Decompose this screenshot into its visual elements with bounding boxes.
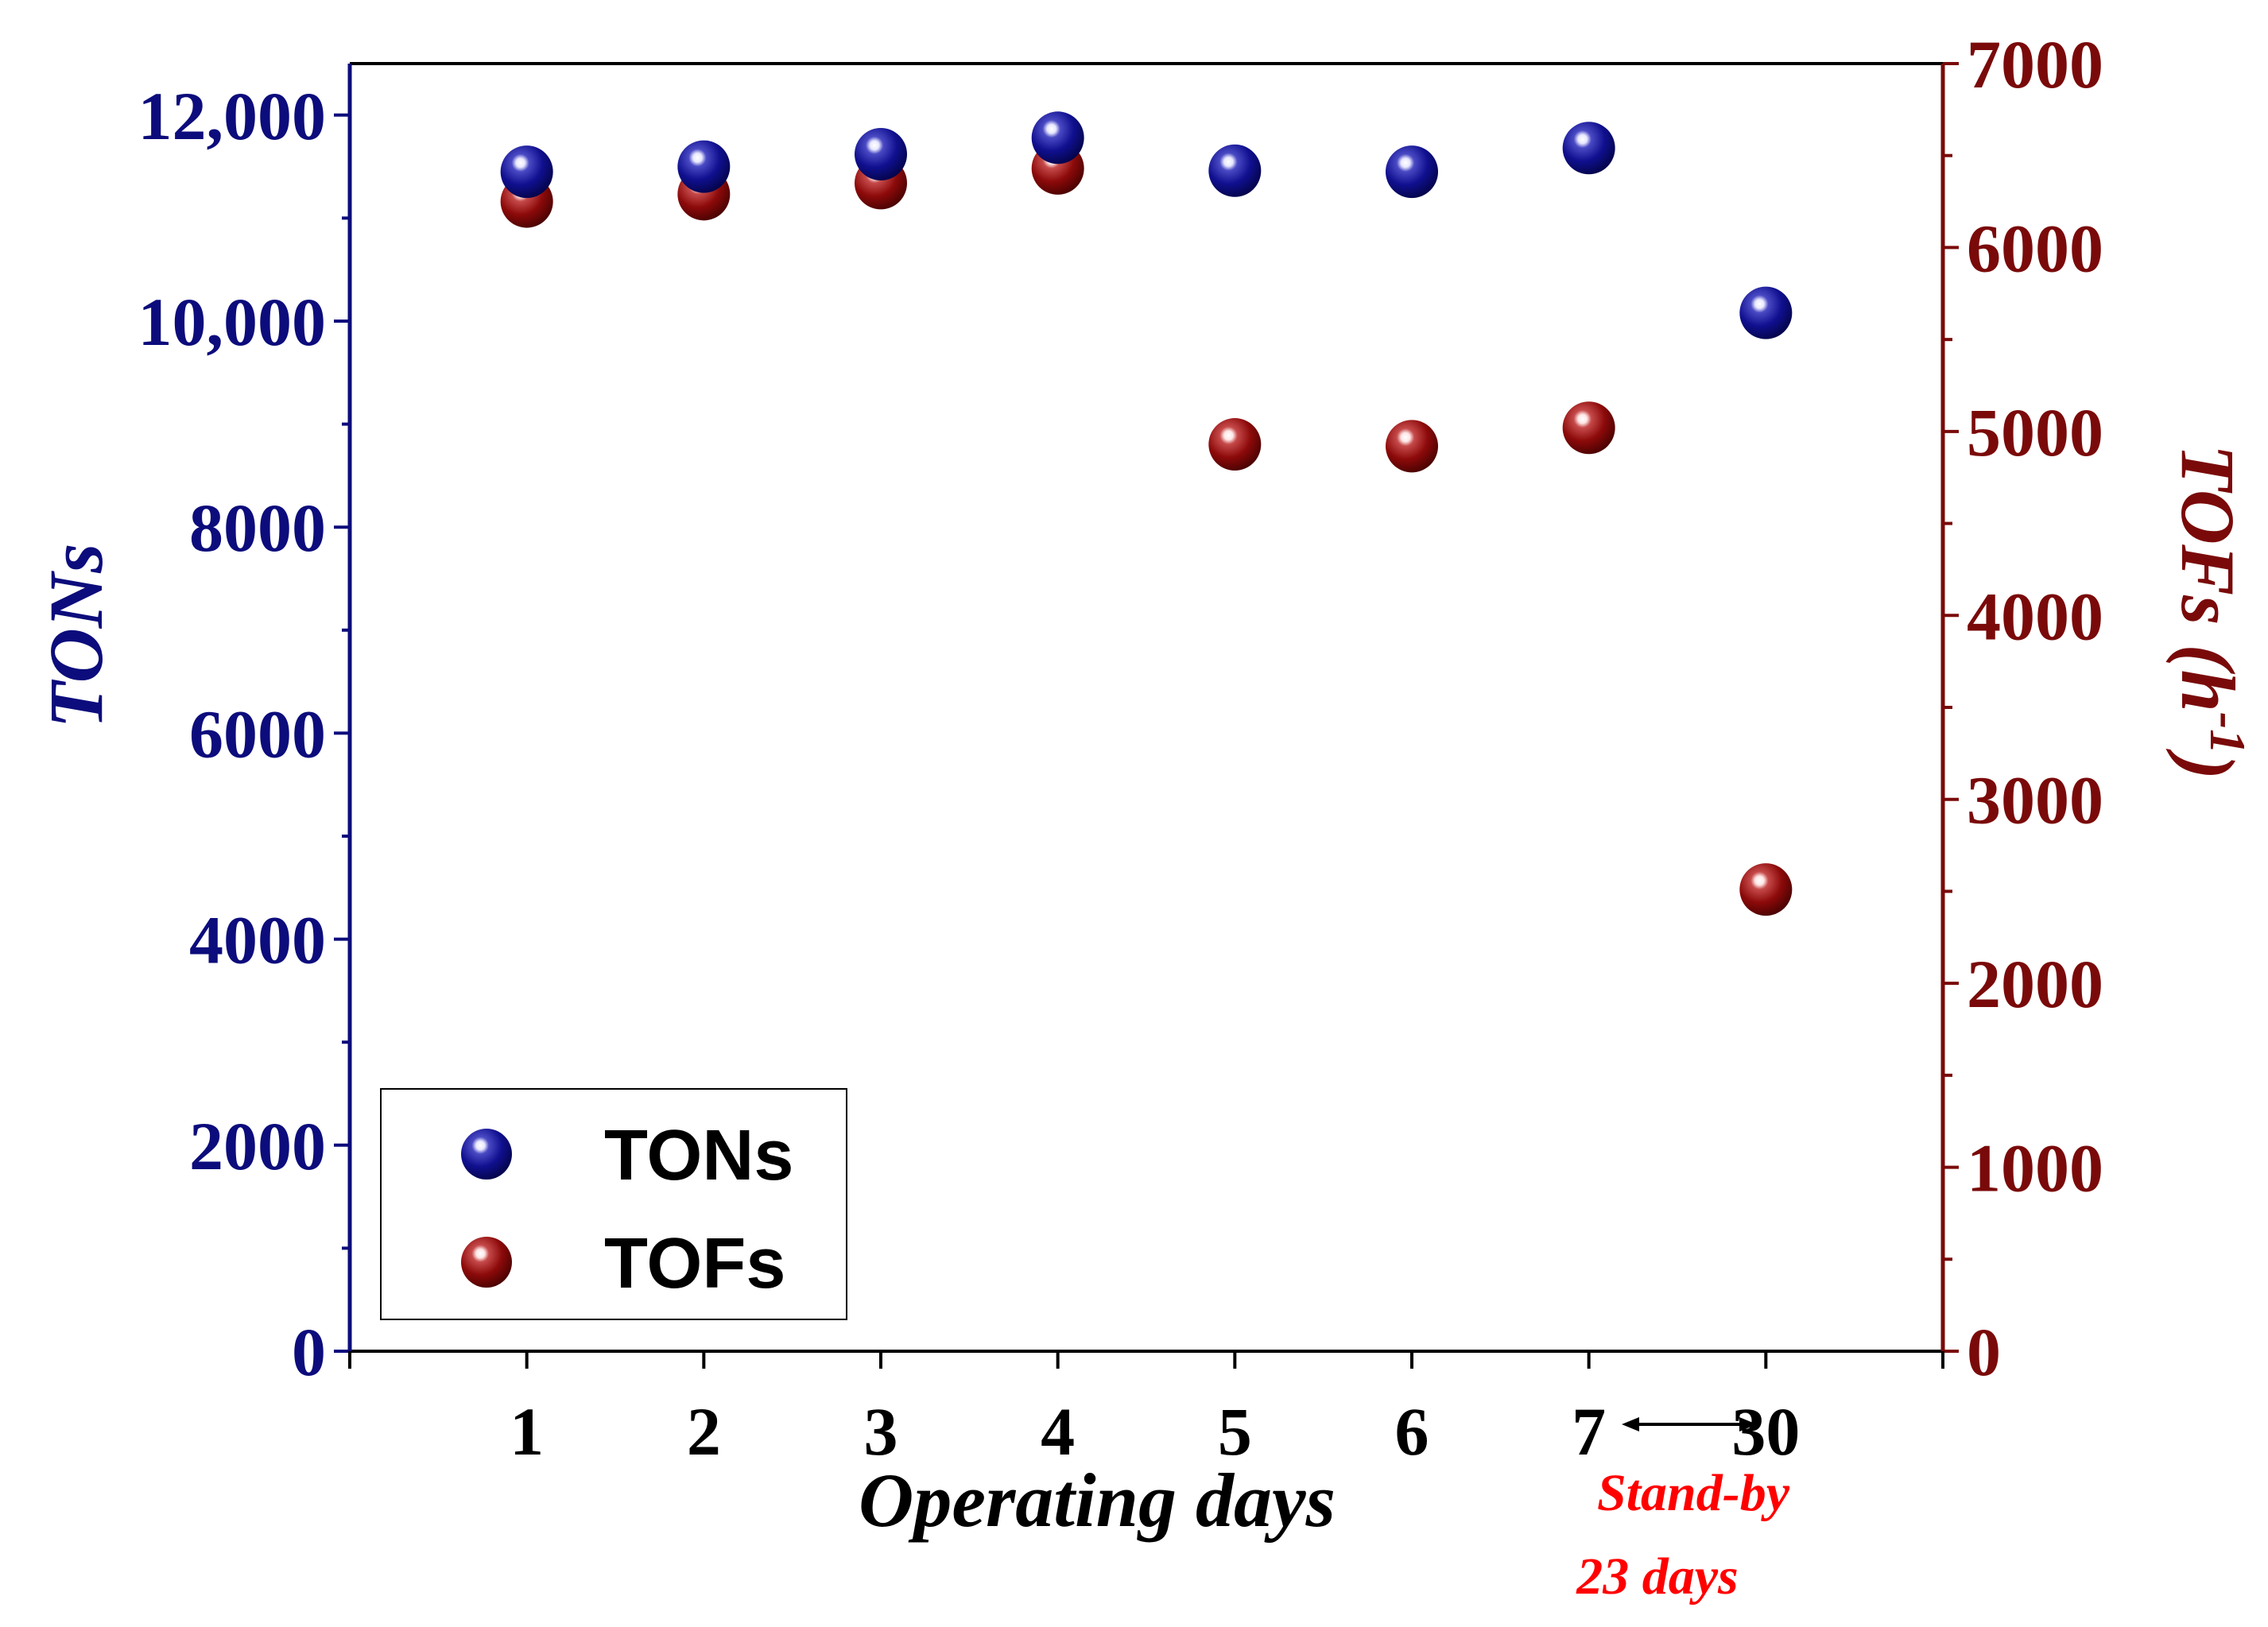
tofs-point-5	[1208, 418, 1262, 471]
legend-label-tons: TONs	[604, 1116, 793, 1195]
x-tick-label-4: 4	[1041, 1393, 1075, 1470]
y-tick-label-1: 2000	[189, 1108, 326, 1184]
x-tick-label-3: 3	[864, 1393, 898, 1470]
y2-axis-label: TOFs (h-1)	[2165, 444, 2256, 780]
x-tick-label-1: 1	[510, 1393, 544, 1470]
tofs-point-7	[1562, 401, 1615, 455]
y2-tick-label-1: 1000	[1967, 1130, 2103, 1207]
tons-point-3	[855, 128, 907, 181]
y2-axis-label-main: TOFs (h	[2165, 444, 2251, 712]
y2-tick-label-3: 3000	[1967, 762, 2103, 839]
tons-point-4	[1031, 111, 1084, 165]
y-axis-label: TONs	[33, 544, 118, 729]
legend-box	[380, 1088, 847, 1320]
y-tick-label-4: 8000	[189, 490, 326, 566]
legend-marker-tons	[461, 1129, 512, 1180]
y2-tick-label-7: 7000	[1967, 26, 2103, 103]
y-tick-label-6: 12,000	[138, 78, 327, 154]
legend-label-tofs: TOFs	[604, 1224, 785, 1304]
marks-layer	[500, 111, 1793, 916]
standby-annotation-line1: Stand-by	[1597, 1464, 1790, 1522]
x-tick-label-2: 2	[687, 1393, 721, 1470]
y2-axis-label-sup: -1	[2200, 712, 2256, 754]
x-tick-label-7: 7	[1572, 1393, 1606, 1470]
y2-tick-label-2: 2000	[1967, 946, 2103, 1022]
x-tick-label-5: 5	[1218, 1393, 1252, 1470]
legend-marker-tofs	[461, 1237, 512, 1288]
y-tick-label-3: 6000	[189, 695, 326, 772]
ticks-layer: 0 2000 4000 6000 8000 10,000 12,000 0 1000 2000 30…	[138, 26, 2104, 1470]
tofs-point-6	[1386, 420, 1438, 473]
x-axis-label: Operating days	[859, 1458, 1336, 1543]
x-tick-label-6: 6	[1395, 1393, 1429, 1470]
double-arrow	[1622, 1417, 1757, 1431]
y2-tick-label-4: 4000	[1967, 578, 2103, 654]
x-tick-label-30: 30	[1731, 1393, 1800, 1470]
y-tick-label-5: 10,000	[138, 284, 327, 360]
tons-point-7	[1562, 122, 1615, 175]
tons-point-1	[500, 145, 553, 199]
y-tick-label-2: 4000	[189, 902, 326, 978]
y2-tick-label-0: 0	[1967, 1314, 2001, 1390]
y2-tick-label-6: 6000	[1967, 210, 2103, 286]
legend: TONs TOFs	[380, 1088, 847, 1320]
y-tick-label-0: 0	[292, 1314, 326, 1390]
y2-tick-label-5: 5000	[1967, 394, 2103, 471]
tons-point-30	[1739, 286, 1793, 339]
tons-point-6	[1386, 145, 1438, 199]
standby-annotation-line2: 23 days	[1576, 1548, 1738, 1606]
tofs-point-30	[1739, 863, 1793, 916]
tons-point-2	[677, 140, 731, 193]
tons-point-5	[1208, 144, 1262, 197]
